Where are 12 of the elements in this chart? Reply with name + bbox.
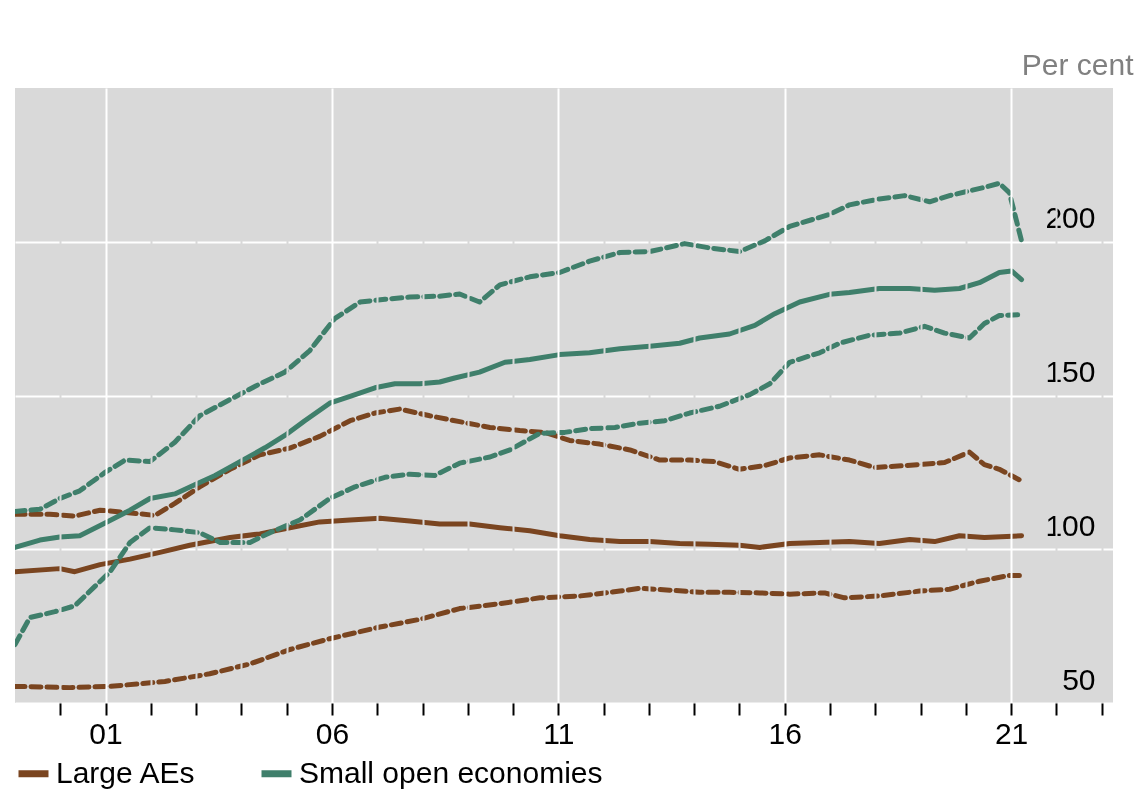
y-tick-label: 100: [1045, 508, 1096, 542]
y-tick-label: 150: [1045, 355, 1096, 388]
x-tick-label: 16: [768, 716, 802, 750]
legend-label: Small open economies: [299, 755, 603, 789]
x-tick-label: 01: [89, 716, 123, 750]
y-tick-label: 50: [1062, 662, 1096, 696]
x-tick-label: 11: [543, 716, 575, 750]
legend-label: Large AEs: [56, 755, 195, 789]
x-tick-label: 21: [994, 716, 1029, 750]
x-tick-label: 06: [315, 716, 350, 750]
y-tick-label: 200: [1045, 201, 1096, 235]
y-axis-title: Per cent: [1021, 47, 1135, 81]
